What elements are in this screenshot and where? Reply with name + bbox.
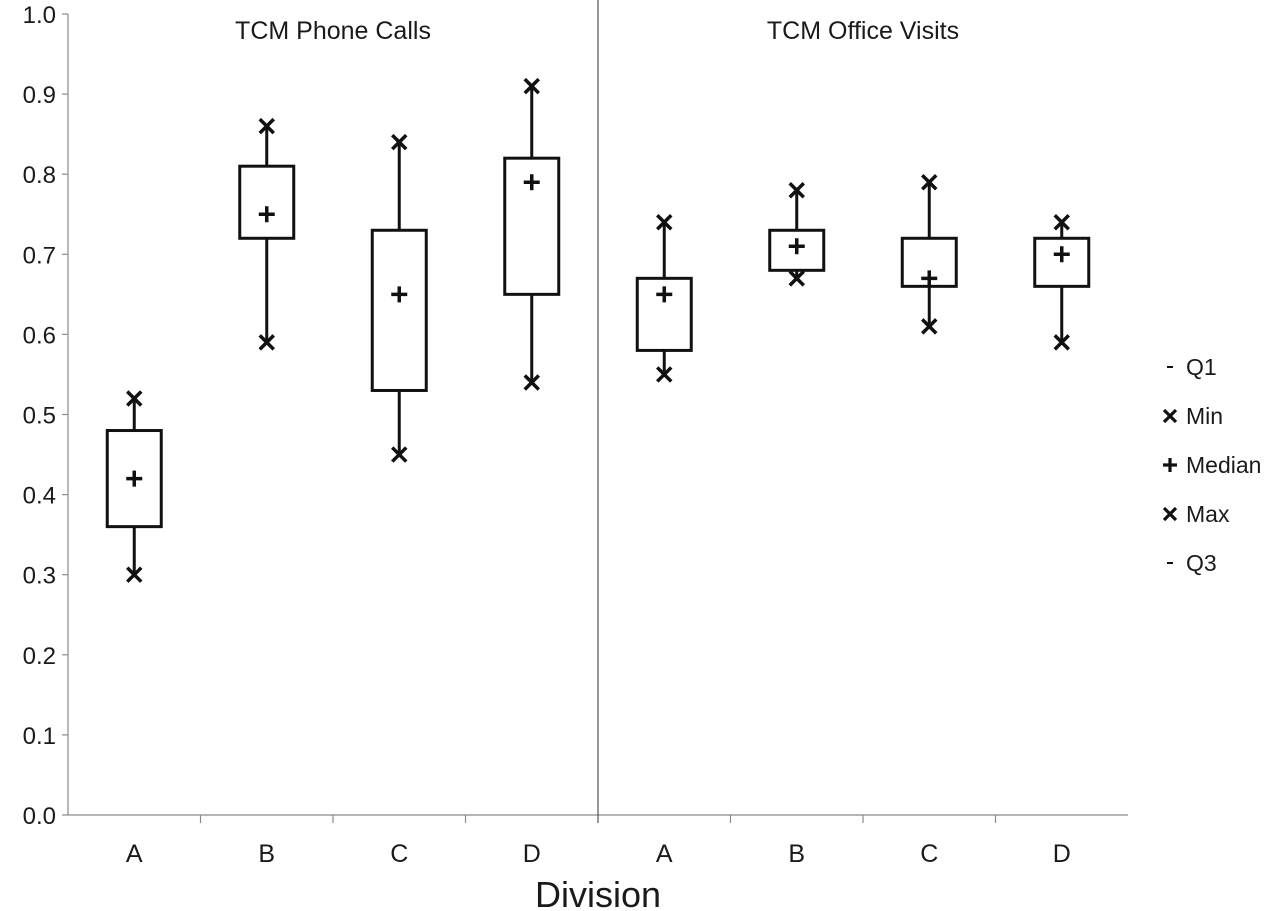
box-plots xyxy=(105,77,1091,583)
max-marker xyxy=(391,133,408,151)
y-tick-label: 0.8 xyxy=(23,162,56,189)
x-tick-label: C xyxy=(390,840,408,868)
max-marker xyxy=(258,117,275,135)
box-C xyxy=(370,133,428,463)
x-tick-label: C xyxy=(920,840,938,868)
legend-x-marker xyxy=(1162,408,1178,424)
y-tick-label: 0.9 xyxy=(23,82,56,109)
box-C xyxy=(900,173,958,335)
min-marker xyxy=(921,318,938,335)
min-marker xyxy=(258,334,275,351)
y-tick-label: 0.1 xyxy=(23,723,56,750)
median-marker xyxy=(1053,246,1070,263)
box-B xyxy=(238,117,296,351)
y-tick-label: 0.3 xyxy=(23,563,56,590)
median-marker xyxy=(523,174,540,191)
x-tick-label: A xyxy=(126,840,143,868)
box-q1-q3 xyxy=(238,164,296,240)
median-marker xyxy=(126,470,143,487)
box-A xyxy=(635,214,693,383)
min-marker xyxy=(1053,334,1070,351)
x-tick-label: D xyxy=(1053,840,1071,868)
max-marker xyxy=(523,77,540,95)
box-D xyxy=(1033,214,1091,351)
max-marker xyxy=(1053,214,1070,231)
median-marker xyxy=(258,206,275,223)
panel-title: TCM Phone Calls xyxy=(235,17,431,45)
box-q1-q3 xyxy=(370,228,428,392)
y-tick-label: 0.2 xyxy=(23,643,56,670)
max-marker xyxy=(788,181,805,199)
min-marker xyxy=(523,374,540,391)
median-marker xyxy=(921,270,938,287)
max-marker xyxy=(656,214,673,231)
legend-label: Max xyxy=(1186,501,1230,527)
median-marker xyxy=(788,238,805,255)
legend-x-marker xyxy=(1162,506,1178,522)
legend-label: Q3 xyxy=(1186,550,1217,576)
min-marker xyxy=(391,446,408,463)
y-axis: 0.0 0.1 0.2 0.3 0.4 0.5 0.6 0.7 0.8 0.9 1.0 xyxy=(23,2,69,830)
y-tick-label: 0.6 xyxy=(23,322,56,349)
y-tick-label: 0.7 xyxy=(23,242,56,269)
legend-plus-marker xyxy=(1163,458,1177,472)
x-tick-label: B xyxy=(788,840,805,868)
x-tick-label: A xyxy=(656,840,673,868)
y-tick-label: 1.0 xyxy=(23,2,56,29)
panel-title: TCM Office Visits xyxy=(767,17,959,45)
x-tick-label: B xyxy=(258,840,275,868)
box-q1-q3 xyxy=(1033,236,1091,288)
legend-label: Q1 xyxy=(1186,354,1217,380)
legend-label: Median xyxy=(1186,452,1261,478)
y-tick-label: 0.0 xyxy=(23,803,56,830)
min-marker xyxy=(656,366,673,383)
min-marker xyxy=(788,270,805,287)
x-axis-label: Division xyxy=(535,874,661,911)
box-D xyxy=(503,77,561,391)
median-marker xyxy=(391,286,408,303)
legend-label: Min xyxy=(1186,403,1223,429)
y-tick-label: 0.4 xyxy=(23,483,56,510)
median-marker xyxy=(656,286,673,303)
min-marker xyxy=(126,566,143,583)
panel-titles: TCM Phone Calls TCM Office Visits xyxy=(235,17,959,45)
box-A xyxy=(105,390,163,583)
box-B xyxy=(768,181,826,287)
x-tick-label: D xyxy=(523,840,541,868)
legend: Q1 Min Median Max Q3 xyxy=(1162,354,1261,576)
max-marker xyxy=(126,390,143,407)
y-tick-label: 0.5 xyxy=(23,403,56,430)
max-marker xyxy=(921,173,938,191)
